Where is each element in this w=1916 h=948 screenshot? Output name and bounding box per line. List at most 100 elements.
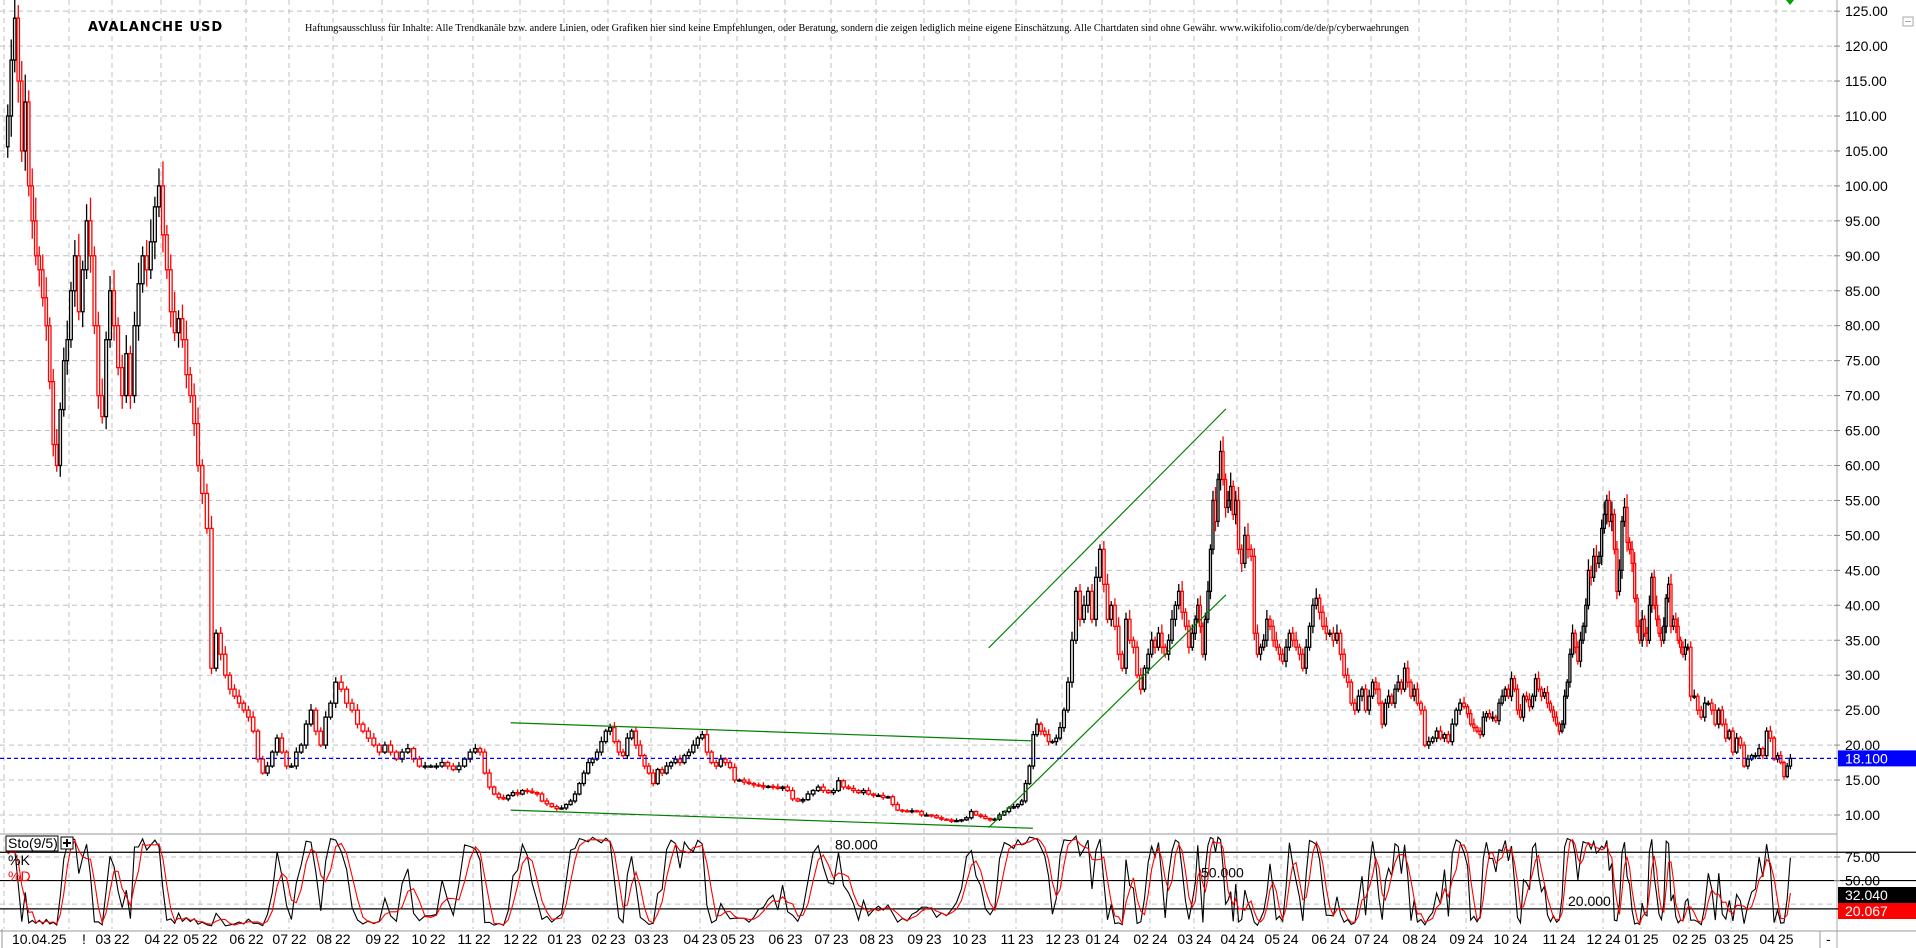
trendline[interactable] [510,809,1033,829]
time-label-year[interactable]: 24 [1512,931,1528,947]
candle-body [328,702,333,718]
time-label-month[interactable]: 07 [814,931,830,947]
time-label-year[interactable]: 22 [114,931,130,947]
time-label-year[interactable]: 24 [1605,931,1621,947]
time-label[interactable]: 10.04.25 [12,931,67,947]
time-label-year[interactable]: 24 [1283,931,1299,947]
time-label[interactable]: ! [82,931,86,947]
time-label-year[interactable]: 22 [475,931,491,947]
time-label-year[interactable]: 22 [430,931,446,947]
time-label-year[interactable]: 24 [1330,931,1346,947]
collapse-icon[interactable] [1902,16,1914,27]
candle-body [1734,737,1739,753]
time-label-month[interactable]: 06 [1311,931,1327,947]
time-label-month[interactable]: 02 [1133,931,1149,947]
trendlines[interactable] [0,408,1837,829]
time-label-month[interactable]: 05 [720,931,736,947]
candle [1730,727,1735,756]
candle [1709,698,1714,715]
time-label-month[interactable]: 11 [457,931,472,947]
time-label-month[interactable]: 12 [1045,931,1061,947]
time-label-month[interactable]: 12 [503,931,519,947]
time-label-year[interactable]: 24 [1239,931,1255,947]
time-label-month[interactable]: 04 [683,931,699,947]
time-label-year[interactable]: 23 [566,931,582,947]
time-label-year[interactable]: 24 [1152,931,1168,947]
time-label-year[interactable]: 23 [833,931,849,947]
time-label-month[interactable]: 10 [952,931,968,947]
candle [1321,605,1325,631]
time-label-month[interactable]: 07 [1354,931,1370,947]
time-label-year[interactable]: 23 [926,931,942,947]
time-label-year[interactable]: 24 [1468,931,1484,947]
candle [1042,727,1047,737]
candle [765,784,771,789]
time-label-month[interactable]: 09 [1449,931,1465,947]
indicator-label-box[interactable] [5,835,59,852]
time-label-year[interactable]: 23 [878,931,894,947]
time-label-month[interactable]: 09 [907,931,923,947]
time-label-month[interactable]: 01 [1085,931,1101,947]
time-label-month[interactable]: 04 [144,931,160,947]
time-label-year[interactable]: 25 [1778,931,1794,947]
time-label-year[interactable]: 25 [1691,931,1707,947]
time-label-year[interactable]: 23 [787,931,803,947]
trendline[interactable] [988,594,1227,829]
time-label-year[interactable]: 24 [1196,931,1212,947]
time-label-month[interactable]: 09 [365,931,381,947]
candle-body [1500,695,1504,704]
trendline[interactable] [988,408,1227,649]
candle-body [111,290,117,327]
time-label-month[interactable]: 10 [411,931,427,947]
time-label-month[interactable]: 11 [1000,931,1015,947]
time-label-year[interactable]: 25 [1643,931,1659,947]
time-label-year[interactable]: 22 [248,931,264,947]
time-label-year[interactable]: 22 [335,931,351,947]
time-label-month[interactable]: 01 [1624,931,1640,947]
time-label-month[interactable]: 04 [1220,931,1236,947]
time-label-year[interactable]: 22 [384,931,400,947]
time-label-year[interactable]: 23 [739,931,755,947]
time-label-year[interactable]: 23 [1064,931,1080,947]
time-label-month[interactable]: 12 [1586,931,1602,947]
time-label-month[interactable]: 07 [272,931,288,947]
time-label-month[interactable]: 02 [591,931,607,947]
candle-body [30,185,35,222]
time-label-year[interactable]: 23 [971,931,987,947]
time-label-month[interactable]: 03 [95,931,111,947]
time-label-year[interactable]: 23 [653,931,669,947]
time-label-year[interactable]: 22 [202,931,218,947]
time-label-year[interactable]: 23 [702,931,718,947]
time-axis[interactable]: 10.04.25! 03 22 04 22 05 22 06 22 07 22 08 22 09 22 10 2… [12,931,1831,948]
time-label-month[interactable]: 11 [1542,931,1557,947]
price-axis[interactable]: 125.00 120.00 115.00 110.00 105.00 100.00 95.0… [1834,3,1916,823]
time-label-year[interactable]: 23 [610,931,626,947]
time-label-month[interactable]: 02 [1672,931,1688,947]
time-label-month[interactable]: 08 [859,931,875,947]
time-label-year[interactable]: 25 [1733,931,1749,947]
time-label-month[interactable]: 01 [547,931,563,947]
time-label-year[interactable]: 24 [1560,931,1576,947]
time-label-month[interactable]: 05 [183,931,199,947]
time-label-month[interactable]: 06 [768,931,784,947]
time-label-month[interactable]: 08 [1402,931,1418,947]
time-label-month[interactable]: 03 [634,931,650,947]
time-label-month[interactable]: 03 [1714,931,1730,947]
time-label-month[interactable]: 05 [1264,931,1280,947]
candle [128,345,133,409]
time-label-month[interactable]: 08 [316,931,332,947]
time-label-year[interactable]: 22 [163,931,179,947]
trendline[interactable] [510,722,1033,742]
time-label-month[interactable]: 04 [1759,931,1775,947]
time-label-year[interactable]: 24 [1421,931,1437,947]
time-label-month[interactable]: 06 [229,931,245,947]
time-label-year[interactable]: 22 [291,931,307,947]
time-label-year[interactable]: 23 [1018,931,1034,947]
time-label-year[interactable]: 24 [1373,931,1389,947]
time-label-year[interactable]: 24 [1104,931,1120,947]
time-label-year[interactable]: 22 [522,931,538,947]
time-label-month[interactable]: 03 [1177,931,1193,947]
indicator-label[interactable]: Sto(9/5) %K %D [5,835,74,884]
time-label-month[interactable]: 10 [1493,931,1509,947]
